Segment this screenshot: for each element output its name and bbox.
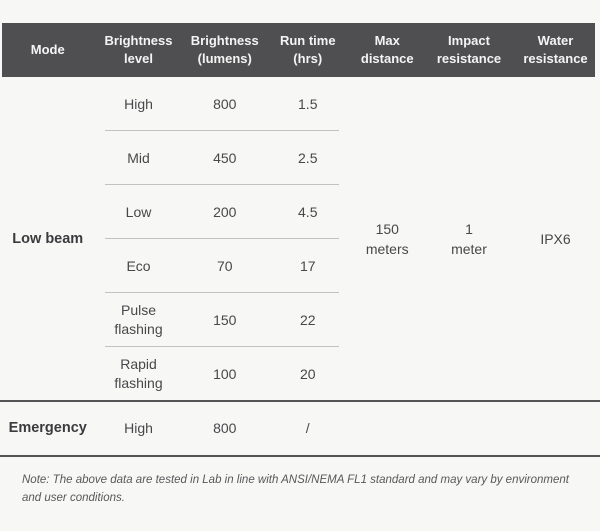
- cell-run-time: 2.5: [298, 149, 318, 166]
- column-header-brightness-lumens: Brightness (lumens): [190, 33, 259, 66]
- section-divider-top: [0, 400, 600, 402]
- column-header-run-time: Run time (hrs): [279, 33, 336, 66]
- cell-level: High: [124, 420, 153, 436]
- cell-lumens: 200: [213, 203, 237, 220]
- cell-max-distance: 150 meters: [365, 221, 409, 257]
- column-header-max-distance: Max distance: [360, 33, 414, 66]
- low-beam-rows: High 800 1.5 Mid 450 2.5 Low 200 4.5 Eco…: [96, 77, 348, 401]
- table-row-pulse-flashing: Pulse flashing 150 22: [96, 293, 348, 347]
- table-row-rapid-flashing: Rapid flashing 100 20: [96, 347, 348, 401]
- cell-lumens: 100: [213, 365, 237, 382]
- table-header-row: Mode Brightness level Brightness (lumens…: [0, 23, 600, 77]
- mode-cell-emergency: Emergency: [8, 420, 87, 436]
- footnote: Note: The above data are tested in Lab i…: [22, 474, 569, 504]
- column-header-mode: Mode: [30, 42, 65, 57]
- table-row-low: Low 200 4.5: [96, 185, 348, 239]
- cell-lumens: 800: [213, 95, 237, 112]
- cell-level: Low: [125, 203, 152, 220]
- cell-lumens: 450: [213, 149, 237, 166]
- cell-run-time: 17: [299, 257, 316, 274]
- cell-lumens: 70: [216, 257, 233, 274]
- column-header-brightness-level: Brightness level: [104, 33, 173, 66]
- cell-level: Pulse flashing: [114, 302, 163, 337]
- cell-run-time: 4.5: [298, 203, 318, 220]
- cell-level: Mid: [127, 149, 150, 166]
- table-row-mid: Mid 450 2.5: [96, 131, 348, 185]
- low-beam-section: Low beam High 800 1.5 Mid 450 2.5 Low 20…: [0, 77, 600, 401]
- cell-level: Rapid flashing: [114, 356, 163, 391]
- table-row-high: High 800 1.5: [96, 77, 348, 131]
- cell-impact-resistance: 1 meter: [451, 221, 487, 257]
- emergency-row: Emergency High 800 /: [0, 402, 600, 455]
- cell-run-time: 20: [299, 365, 316, 382]
- cell-level: Eco: [126, 257, 151, 274]
- column-header-water-resistance: Water resistance: [523, 33, 588, 66]
- section-divider-bottom: [0, 455, 600, 457]
- cell-lumens: 150: [213, 311, 237, 328]
- mode-cell-low-beam: Low beam: [12, 231, 84, 247]
- cell-water-resistance: IPX6: [540, 231, 571, 247]
- cell-level: High: [124, 95, 153, 112]
- table-row-eco: Eco 70 17: [96, 239, 348, 293]
- cell-lumens: 800: [213, 420, 237, 436]
- cell-run-time: /: [305, 420, 310, 436]
- cell-run-time: 1.5: [298, 95, 318, 112]
- cell-run-time: 22: [299, 311, 316, 328]
- column-header-impact-resistance: Impact resistance: [436, 33, 502, 66]
